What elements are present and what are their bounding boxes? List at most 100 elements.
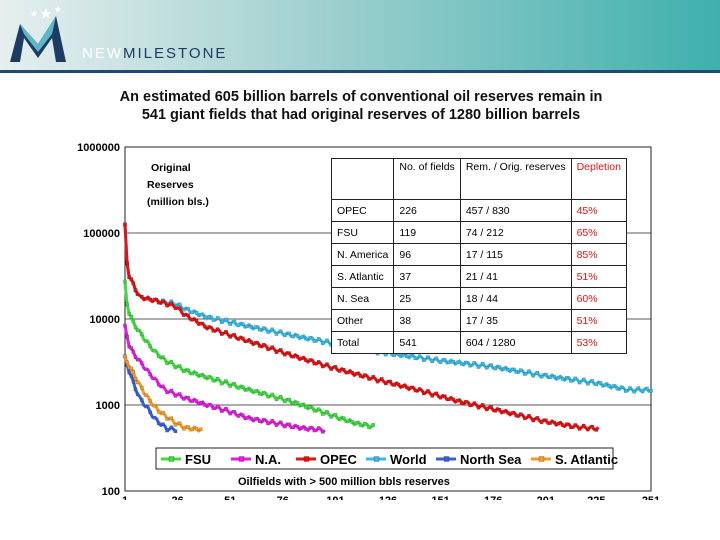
data-point (240, 413, 245, 418)
data-point (133, 376, 138, 381)
data-point (253, 389, 258, 393)
table-cell-region: Total (330, 331, 395, 354)
data-point (489, 363, 493, 367)
table-cell-reserves: 17 / 35 (459, 309, 572, 332)
data-point (129, 314, 134, 319)
data-point (266, 347, 270, 352)
table-row: Total 541 604 / 1280 53% (330, 331, 627, 354)
data-point (186, 306, 190, 311)
data-point (249, 325, 254, 329)
data-point (262, 390, 266, 395)
data-point (607, 384, 611, 388)
data-point (304, 358, 308, 362)
data-point (468, 363, 472, 368)
data-point (295, 354, 300, 359)
data-point (485, 366, 489, 370)
legend-item-world: World (366, 452, 427, 467)
data-point (177, 302, 182, 307)
data-point (624, 389, 628, 393)
data-point (198, 401, 203, 405)
data-point (312, 361, 317, 366)
data-point (337, 417, 342, 422)
data-point (211, 378, 216, 383)
data-point (514, 413, 519, 418)
data-point (177, 364, 182, 368)
data-point (342, 367, 346, 372)
data-point (388, 379, 392, 384)
data-point (161, 384, 165, 389)
data-point (127, 312, 131, 316)
data-point (594, 428, 599, 432)
data-point (283, 399, 287, 404)
data-point (548, 375, 552, 380)
data-point (501, 367, 506, 371)
data-point (156, 300, 161, 305)
series-fsu (123, 279, 376, 430)
data-point (501, 410, 506, 414)
data-point (144, 296, 148, 301)
data-point (422, 358, 426, 362)
table-cell-reserves: 604 / 1280 (459, 331, 572, 354)
data-point (274, 423, 279, 428)
data-point (409, 385, 413, 390)
data-point (240, 385, 245, 389)
table-cell-depletion: 51% (570, 265, 627, 288)
data-point (144, 339, 148, 343)
x-tick-label: 151 (431, 495, 449, 500)
data-point (211, 329, 216, 333)
data-point (253, 325, 258, 330)
data-point (177, 421, 182, 426)
data-point (443, 358, 447, 362)
data-point (628, 386, 632, 390)
data-point (510, 411, 514, 415)
table-header-row: No. of fields Rem. / Orig. reserves Depl… (330, 158, 627, 200)
data-point (283, 333, 287, 338)
data-point (640, 389, 645, 394)
data-point (215, 327, 220, 332)
data-point (556, 421, 561, 426)
data-point (552, 374, 557, 379)
data-point (203, 375, 207, 380)
data-point (177, 392, 182, 396)
data-point (173, 423, 178, 427)
new-milestone-logo-icon (10, 6, 66, 62)
data-point (413, 388, 418, 393)
data-point (295, 424, 300, 429)
data-point (581, 377, 586, 382)
table-cell-region: OPEC (330, 199, 395, 222)
data-point (139, 332, 144, 337)
legend-item-north-sea: North Sea (436, 452, 522, 467)
data-point (127, 370, 131, 375)
data-point (405, 385, 409, 390)
data-point (569, 425, 573, 430)
data-point (464, 400, 468, 404)
legend-marker (538, 456, 545, 462)
data-point (135, 392, 140, 397)
data-point (346, 419, 350, 424)
table-cell-reserves: 17 / 115 (459, 243, 572, 266)
data-point (245, 387, 249, 392)
data-point (203, 315, 207, 319)
data-point (565, 376, 569, 380)
data-point (506, 367, 510, 372)
table-row: Other 38 17 / 35 51% (330, 309, 627, 332)
data-point (125, 302, 129, 307)
data-point (464, 360, 468, 365)
data-point (165, 303, 169, 308)
data-point (358, 374, 363, 378)
data-point (480, 361, 485, 366)
data-point (409, 353, 413, 358)
x-tick-label: 176 (484, 495, 502, 500)
x-tick-label: 251 (642, 495, 660, 500)
data-point (156, 382, 161, 387)
data-point (245, 324, 249, 329)
data-point (133, 387, 138, 392)
data-point (316, 426, 321, 430)
data-point (291, 354, 296, 359)
table-header-fields: No. of fields (393, 158, 461, 200)
table-row: FSU 119 74 / 212 65% (330, 221, 627, 244)
data-point (295, 401, 300, 405)
data-point (232, 382, 237, 386)
data-point (514, 370, 519, 374)
y-label-line-3: (million bls.) (147, 196, 209, 208)
